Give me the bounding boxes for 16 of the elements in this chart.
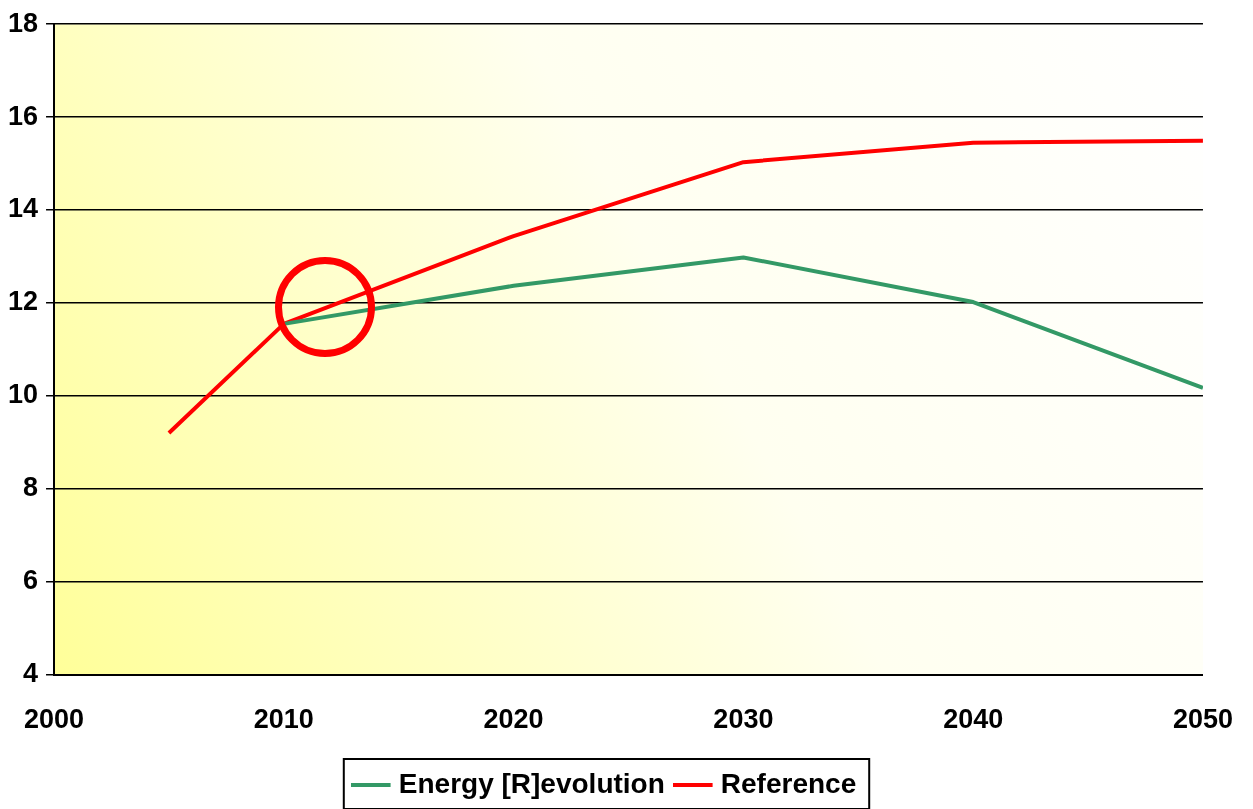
y-tick-label: 16 — [7, 100, 39, 131]
x-tick-label: 2000 — [23, 704, 85, 735]
y-tick-label: 6 — [23, 565, 39, 596]
x-tick-label: 2030 — [713, 704, 774, 735]
x-tick-label: 2040 — [943, 704, 1004, 735]
y-tick-label: 8 — [23, 472, 39, 503]
y-tick-label: 4 — [23, 658, 39, 689]
x-tick-label: 2010 — [253, 704, 314, 735]
y-tick-label: 10 — [7, 379, 39, 410]
x-tick-label: 2050 — [1172, 704, 1234, 735]
legend-label: Reference — [720, 767, 857, 799]
y-tick-label: 12 — [7, 286, 39, 317]
y-tick-label: 14 — [7, 193, 39, 224]
x-tick-label: 2020 — [483, 704, 544, 735]
legend-label: Energy [R]evolution — [398, 767, 665, 799]
y-tick-label: 18 — [7, 7, 39, 38]
